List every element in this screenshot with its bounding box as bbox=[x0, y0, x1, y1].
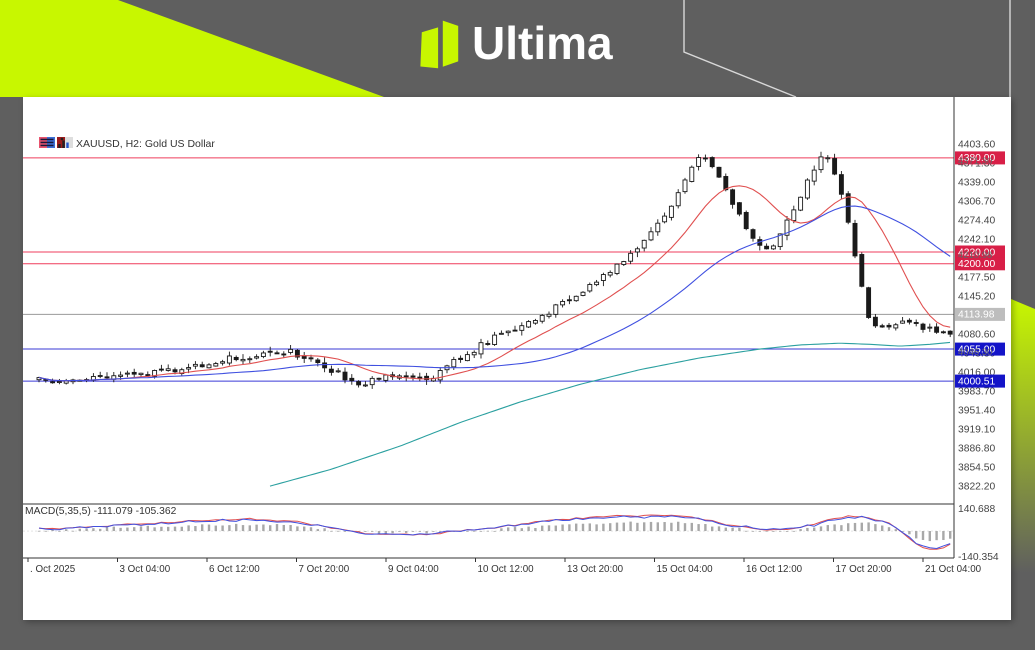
svg-text:4145.20: 4145.20 bbox=[958, 291, 995, 302]
svg-text:3886.80: 3886.80 bbox=[958, 443, 995, 454]
svg-text:. Oct 2025: . Oct 2025 bbox=[30, 564, 76, 575]
svg-text:7 Oct 20:00: 7 Oct 20:00 bbox=[299, 564, 350, 575]
svg-text:3854.50: 3854.50 bbox=[958, 462, 995, 473]
svg-text:3 Oct 04:00: 3 Oct 04:00 bbox=[120, 564, 171, 575]
svg-text:4046.30: 4046.30 bbox=[958, 347, 992, 358]
svg-text:16 Oct 12:00: 16 Oct 12:00 bbox=[746, 564, 803, 575]
svg-text:4306.70: 4306.70 bbox=[958, 196, 995, 207]
svg-text:17 Oct 20:00: 17 Oct 20:00 bbox=[836, 564, 893, 575]
svg-text:4113.98: 4113.98 bbox=[958, 310, 995, 321]
svg-text:MACD(5,35,5) -111.079 -105.362: MACD(5,35,5) -111.079 -105.362 bbox=[25, 506, 177, 517]
svg-text:4210.98: 4210.98 bbox=[958, 250, 992, 261]
svg-text:6 Oct 12:00: 6 Oct 12:00 bbox=[209, 564, 260, 575]
svg-text:4080.60: 4080.60 bbox=[958, 329, 995, 340]
svg-text:4177.50: 4177.50 bbox=[958, 272, 995, 283]
svg-text:9 Oct 04:00: 9 Oct 04:00 bbox=[388, 564, 439, 575]
svg-text:-140.354: -140.354 bbox=[958, 552, 999, 563]
svg-text:4000.51: 4000.51 bbox=[958, 376, 995, 387]
svg-text:4339.00: 4339.00 bbox=[958, 177, 995, 188]
svg-text:3983.70: 3983.70 bbox=[958, 386, 995, 397]
svg-text:4371.30: 4371.30 bbox=[958, 156, 992, 167]
svg-text:4274.40: 4274.40 bbox=[958, 215, 995, 226]
svg-text:15 Oct 04:00: 15 Oct 04:00 bbox=[657, 564, 714, 575]
svg-text:140.688: 140.688 bbox=[958, 504, 995, 515]
svg-text:10 Oct 12:00: 10 Oct 12:00 bbox=[478, 564, 535, 575]
svg-text:3951.40: 3951.40 bbox=[958, 405, 995, 416]
svg-text:4242.10: 4242.10 bbox=[958, 234, 995, 245]
svg-text:3822.20: 3822.20 bbox=[958, 481, 995, 492]
svg-text:XAUUSD, H2: Gold US Dollar: XAUUSD, H2: Gold US Dollar bbox=[76, 138, 215, 150]
svg-text:3919.10: 3919.10 bbox=[958, 424, 995, 435]
svg-text:21 Oct 04:00: 21 Oct 04:00 bbox=[925, 564, 982, 575]
svg-text:13 Oct 20:00: 13 Oct 20:00 bbox=[567, 564, 624, 575]
svg-text:4403.60: 4403.60 bbox=[958, 139, 995, 150]
